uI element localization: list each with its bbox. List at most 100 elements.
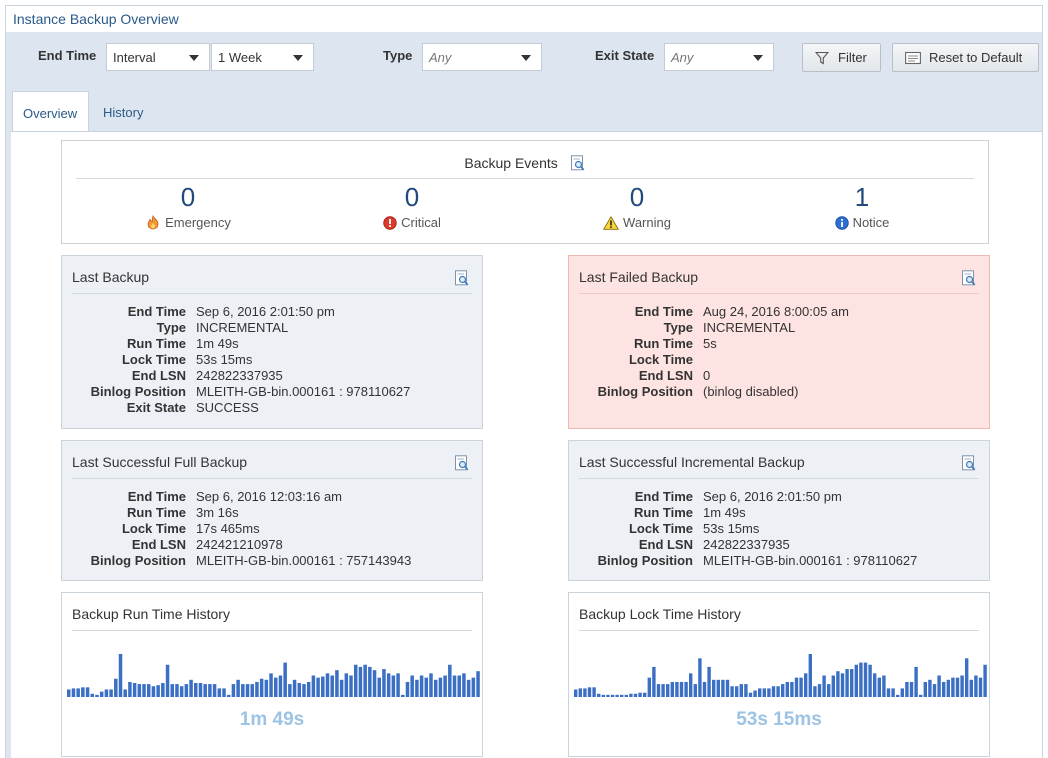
history-bar[interactable] — [606, 694, 610, 697]
history-bar[interactable] — [231, 684, 236, 697]
history-bar[interactable] — [396, 673, 400, 697]
history-bar[interactable] — [652, 666, 656, 697]
history-bar[interactable] — [382, 669, 386, 697]
event-notice[interactable]: 1 Notice — [772, 181, 952, 230]
history-bar[interactable] — [624, 694, 628, 697]
history-bar[interactable] — [245, 684, 250, 697]
history-bar[interactable] — [316, 677, 320, 697]
history-bar[interactable] — [955, 677, 960, 697]
magnifier-icon[interactable] — [570, 155, 586, 171]
history-bar[interactable] — [804, 673, 808, 697]
event-emergency[interactable]: 0 Emergency — [98, 181, 278, 230]
history-bar[interactable] — [850, 669, 854, 697]
history-bar[interactable] — [306, 681, 311, 697]
history-bar[interactable] — [236, 679, 240, 697]
history-bar[interactable] — [142, 684, 146, 697]
history-bar[interactable] — [189, 679, 193, 697]
history-bar[interactable] — [208, 684, 212, 697]
history-bar[interactable] — [587, 687, 592, 697]
event-warning[interactable]: 0 Warning — [547, 181, 727, 230]
history-bar[interactable] — [330, 675, 334, 698]
history-bar[interactable] — [735, 686, 739, 697]
history-bar[interactable] — [165, 664, 170, 697]
history-bar[interactable] — [433, 679, 438, 697]
history-bar[interactable] — [118, 654, 123, 697]
history-bar[interactable] — [661, 684, 665, 697]
history-bar[interactable] — [226, 694, 231, 697]
history-bar[interactable] — [822, 675, 826, 698]
history-bar[interactable] — [90, 693, 95, 697]
history-bar[interactable] — [81, 687, 85, 697]
history-bar[interactable] — [76, 688, 80, 697]
history-bar[interactable] — [264, 679, 269, 697]
history-bar[interactable] — [859, 662, 863, 697]
history-bar[interactable] — [429, 673, 433, 697]
history-bar[interactable] — [574, 689, 578, 697]
history-bar[interactable] — [212, 684, 217, 697]
history-bar[interactable] — [914, 666, 918, 697]
history-bar[interactable] — [109, 689, 113, 697]
history-bar[interactable] — [217, 688, 222, 697]
history-bar[interactable] — [179, 686, 184, 697]
history-bar[interactable] — [363, 664, 367, 697]
history-bar[interactable] — [923, 681, 927, 697]
history-bar[interactable] — [725, 679, 730, 697]
history-bar[interactable] — [104, 689, 109, 697]
history-bar[interactable] — [170, 684, 175, 697]
history-bar[interactable] — [325, 673, 330, 697]
history-bar[interactable] — [698, 658, 702, 697]
history-bar[interactable] — [679, 681, 684, 697]
history-bar[interactable] — [900, 688, 904, 697]
history-bar[interactable] — [937, 675, 941, 698]
history-bar[interactable] — [438, 677, 443, 697]
history-bar[interactable] — [391, 675, 396, 698]
history-bar[interactable] — [702, 681, 707, 697]
history-bar[interactable] — [629, 693, 633, 697]
history-bar[interactable] — [583, 688, 587, 697]
history-bar[interactable] — [739, 684, 743, 697]
event-critical[interactable]: 0 Critical — [322, 181, 502, 230]
history-bar[interactable] — [670, 681, 674, 697]
history-bar[interactable] — [610, 694, 615, 697]
tab-overview[interactable]: Overview — [12, 91, 89, 132]
history-bar[interactable] — [578, 688, 582, 697]
history-bar[interactable] — [424, 677, 429, 697]
history-bar[interactable] — [203, 684, 207, 697]
history-bar[interactable] — [401, 694, 405, 697]
history-bar[interactable] — [99, 691, 104, 697]
history-bar[interactable] — [808, 654, 812, 697]
history-bar[interactable] — [831, 675, 835, 698]
history-bar[interactable] — [675, 681, 679, 697]
history-bar[interactable] — [132, 683, 137, 697]
history-bar[interactable] — [974, 675, 978, 698]
history-bar[interactable] — [978, 677, 983, 697]
history-bar[interactable] — [983, 664, 987, 697]
history-bar[interactable] — [854, 664, 858, 697]
history-bar[interactable] — [419, 675, 424, 698]
history-bar[interactable] — [730, 686, 734, 697]
history-bar[interactable] — [297, 683, 302, 697]
history-bar[interactable] — [321, 676, 325, 697]
history-bar[interactable] — [886, 688, 891, 697]
history-bar[interactable] — [288, 684, 292, 697]
history-bar[interactable] — [457, 675, 461, 698]
history-bar[interactable] — [222, 688, 226, 697]
history-bar[interactable] — [716, 679, 720, 697]
history-bar[interactable] — [353, 664, 358, 697]
history-bar[interactable] — [67, 689, 71, 697]
history-bar[interactable] — [377, 677, 382, 697]
reset-to-default-button[interactable]: Reset to Default — [892, 43, 1039, 72]
history-bar[interactable] — [466, 679, 471, 697]
last-full-backup-details[interactable] — [454, 455, 470, 474]
history-bar[interactable] — [758, 688, 762, 697]
history-bar[interactable] — [283, 662, 287, 697]
history-bar[interactable] — [712, 679, 716, 697]
history-bar[interactable] — [368, 666, 372, 697]
type-select[interactable]: Any — [422, 43, 542, 71]
history-bar[interactable] — [817, 684, 822, 697]
history-bar[interactable] — [932, 684, 937, 697]
history-bar[interactable] — [707, 666, 711, 697]
history-bar[interactable] — [194, 683, 198, 697]
history-bar[interactable] — [311, 675, 316, 698]
last-incremental-backup-details[interactable] — [961, 455, 977, 474]
